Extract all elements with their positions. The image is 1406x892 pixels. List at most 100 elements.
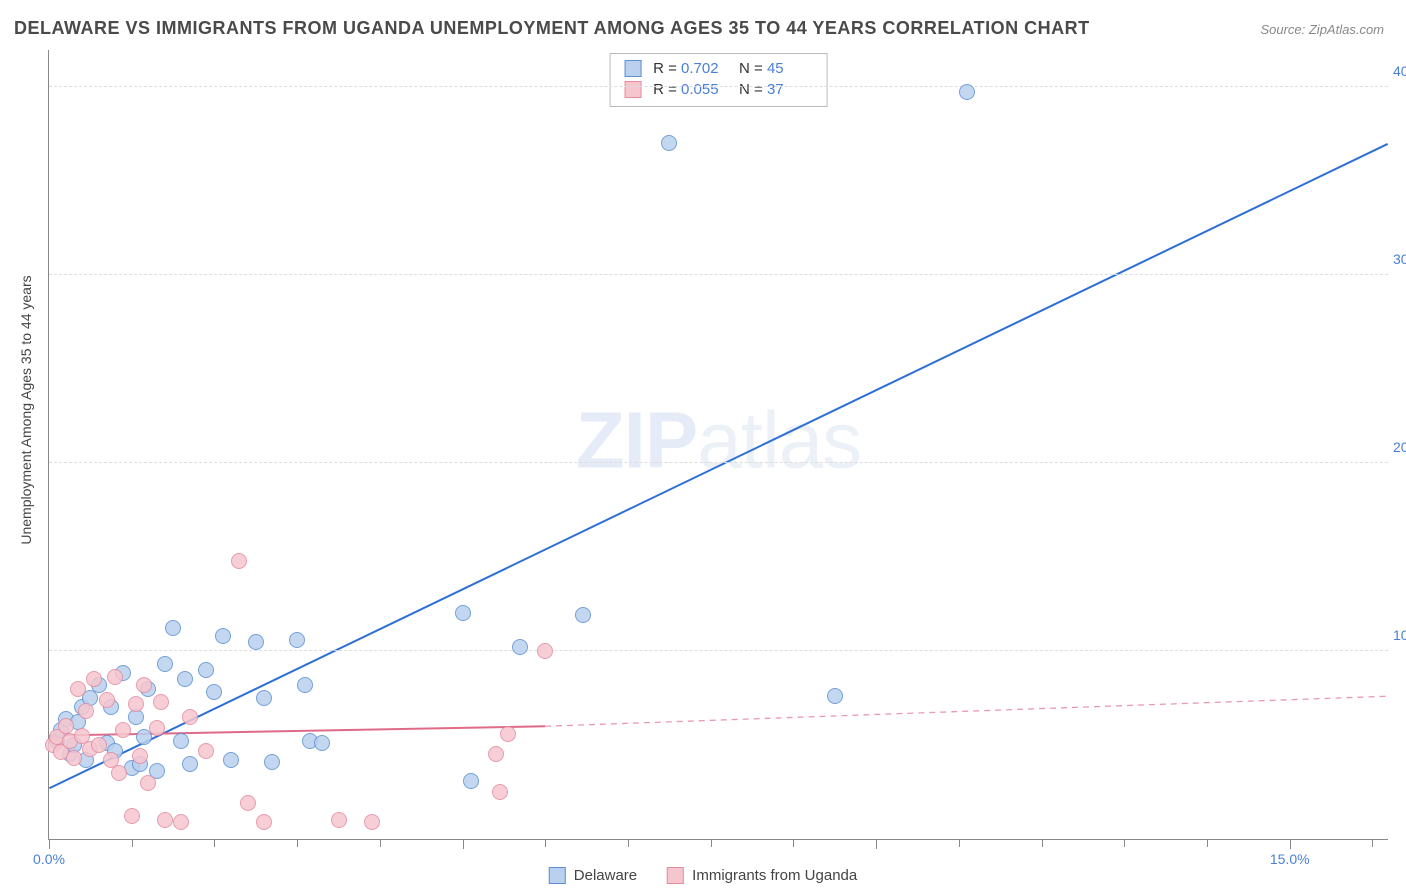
n-value-uganda: 37 — [767, 81, 813, 98]
scatter-point-delaware — [314, 735, 330, 751]
scatter-point-uganda — [91, 737, 107, 753]
r-value-delaware: 0.702 — [681, 60, 727, 77]
x-tick-minor — [545, 839, 546, 847]
scatter-point-delaware — [455, 605, 471, 621]
legend-swatch-delaware — [549, 867, 566, 884]
swatch-delaware — [624, 60, 641, 77]
x-tick — [876, 839, 877, 849]
x-tick — [463, 839, 464, 849]
scatter-point-uganda — [153, 694, 169, 710]
source-attribution: Source: ZipAtlas.com — [1260, 22, 1384, 37]
x-tick-minor — [1042, 839, 1043, 847]
scatter-point-uganda — [66, 750, 82, 766]
scatter-point-uganda — [173, 814, 189, 830]
scatter-point-uganda — [182, 709, 198, 725]
legend-item-delaware: Delaware — [549, 867, 637, 884]
stats-row-uganda: R = 0.055 N = 37 — [624, 79, 813, 100]
scatter-point-delaware — [182, 756, 198, 772]
scatter-point-delaware — [248, 634, 264, 650]
legend: Delaware Immigrants from Uganda — [549, 867, 857, 884]
scatter-point-uganda — [86, 671, 102, 687]
scatter-point-delaware — [289, 632, 305, 648]
x-tick-minor — [628, 839, 629, 847]
x-tick-minor — [380, 839, 381, 847]
scatter-point-uganda — [149, 720, 165, 736]
scatter-point-delaware — [157, 656, 173, 672]
scatter-point-delaware — [223, 752, 239, 768]
scatter-point-delaware — [959, 84, 975, 100]
scatter-point-delaware — [264, 754, 280, 770]
swatch-uganda — [624, 81, 641, 98]
correlation-stats-box: R = 0.702 N = 45 R = 0.055 N = 37 — [609, 53, 828, 107]
gridline-h — [49, 462, 1388, 463]
scatter-plot: ZIPatlas R = 0.702 N = 45 R = 0.055 N = … — [48, 50, 1388, 840]
scatter-point-delaware — [661, 135, 677, 151]
legend-item-uganda: Immigrants from Uganda — [667, 867, 857, 884]
scatter-point-delaware — [173, 733, 189, 749]
legend-label-delaware: Delaware — [574, 867, 637, 884]
regression-lines — [49, 50, 1388, 839]
scatter-point-uganda — [58, 718, 74, 734]
scatter-point-delaware — [177, 671, 193, 687]
scatter-point-uganda — [331, 812, 347, 828]
scatter-point-uganda — [128, 696, 144, 712]
scatter-point-uganda — [136, 677, 152, 693]
legend-label-uganda: Immigrants from Uganda — [692, 867, 857, 884]
scatter-point-uganda — [364, 814, 380, 830]
scatter-point-uganda — [537, 643, 553, 659]
scatter-point-uganda — [140, 775, 156, 791]
scatter-point-uganda — [231, 553, 247, 569]
x-tick-minor — [793, 839, 794, 847]
x-tick-minor — [1124, 839, 1125, 847]
x-tick — [49, 839, 50, 849]
scatter-point-delaware — [165, 620, 181, 636]
x-tick-minor — [711, 839, 712, 847]
scatter-point-uganda — [256, 814, 272, 830]
scatter-point-delaware — [206, 684, 222, 700]
scatter-point-delaware — [198, 662, 214, 678]
legend-swatch-uganda — [667, 867, 684, 884]
scatter-point-delaware — [297, 677, 313, 693]
scatter-point-uganda — [78, 703, 94, 719]
y-axis-label: Unemployment Among Ages 35 to 44 years — [18, 141, 34, 410]
scatter-point-delaware — [463, 773, 479, 789]
chart-title: DELAWARE VS IMMIGRANTS FROM UGANDA UNEMP… — [14, 18, 1090, 39]
scatter-point-uganda — [111, 765, 127, 781]
scatter-point-uganda — [492, 784, 508, 800]
r-value-uganda: 0.055 — [681, 81, 727, 98]
y-tick-label: 20.0% — [1393, 439, 1406, 455]
x-tick-label: 0.0% — [33, 851, 65, 867]
scatter-point-uganda — [115, 722, 131, 738]
scatter-point-delaware — [256, 690, 272, 706]
scatter-point-uganda — [124, 808, 140, 824]
scatter-point-uganda — [132, 748, 148, 764]
scatter-point-delaware — [827, 688, 843, 704]
stats-row-delaware: R = 0.702 N = 45 — [624, 58, 813, 79]
scatter-point-uganda — [198, 743, 214, 759]
scatter-point-uganda — [99, 692, 115, 708]
scatter-point-delaware — [575, 607, 591, 623]
gridline-h — [49, 274, 1388, 275]
x-tick-minor — [1207, 839, 1208, 847]
scatter-point-delaware — [215, 628, 231, 644]
n-value-delaware: 45 — [767, 60, 813, 77]
gridline-h — [49, 86, 1388, 87]
scatter-point-uganda — [500, 726, 516, 742]
x-tick — [1290, 839, 1291, 849]
watermark: ZIPatlas — [576, 394, 861, 486]
scatter-point-uganda — [488, 746, 504, 762]
gridline-h — [49, 650, 1388, 651]
scatter-point-uganda — [157, 812, 173, 828]
scatter-point-delaware — [512, 639, 528, 655]
x-tick-minor — [132, 839, 133, 847]
x-tick-minor — [297, 839, 298, 847]
x-tick-label: 15.0% — [1270, 851, 1310, 867]
y-tick-label: 40.0% — [1393, 63, 1406, 79]
x-tick-minor — [1372, 839, 1373, 847]
scatter-point-uganda — [107, 669, 123, 685]
y-tick-label: 10.0% — [1393, 627, 1406, 643]
x-tick-minor — [214, 839, 215, 847]
scatter-point-uganda — [70, 681, 86, 697]
scatter-point-uganda — [240, 795, 256, 811]
x-tick-minor — [959, 839, 960, 847]
